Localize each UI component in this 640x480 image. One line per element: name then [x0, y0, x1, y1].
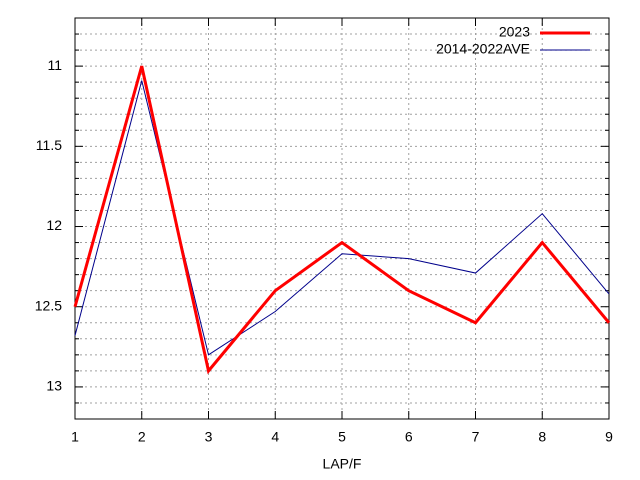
- x-tick-label: 5: [338, 429, 346, 445]
- y-tick-label: 11: [47, 57, 62, 73]
- legend-label: 2023: [499, 24, 530, 40]
- x-tick-label: 8: [538, 429, 546, 445]
- x-tick-label: 1: [71, 429, 79, 445]
- y-tick-label: 12: [46, 217, 62, 233]
- y-tick-label: 13: [46, 378, 62, 394]
- series-line: [73, 65, 611, 375]
- x-tick-label: 2: [138, 429, 146, 445]
- y-tick-label: 11.5: [36, 137, 62, 153]
- plot-frame: [74, 17, 610, 420]
- x-tick-label: 7: [472, 429, 480, 445]
- x-tick-label: 4: [271, 429, 279, 445]
- x-axis-label: LAP/F: [323, 456, 362, 472]
- x-tick-label: 9: [605, 429, 613, 445]
- y-tick-label: 12.5: [35, 297, 62, 313]
- x-tick-label: 3: [205, 429, 213, 445]
- x-tick-label: 6: [405, 429, 413, 445]
- legend-label: 2014-2022AVE: [436, 41, 530, 57]
